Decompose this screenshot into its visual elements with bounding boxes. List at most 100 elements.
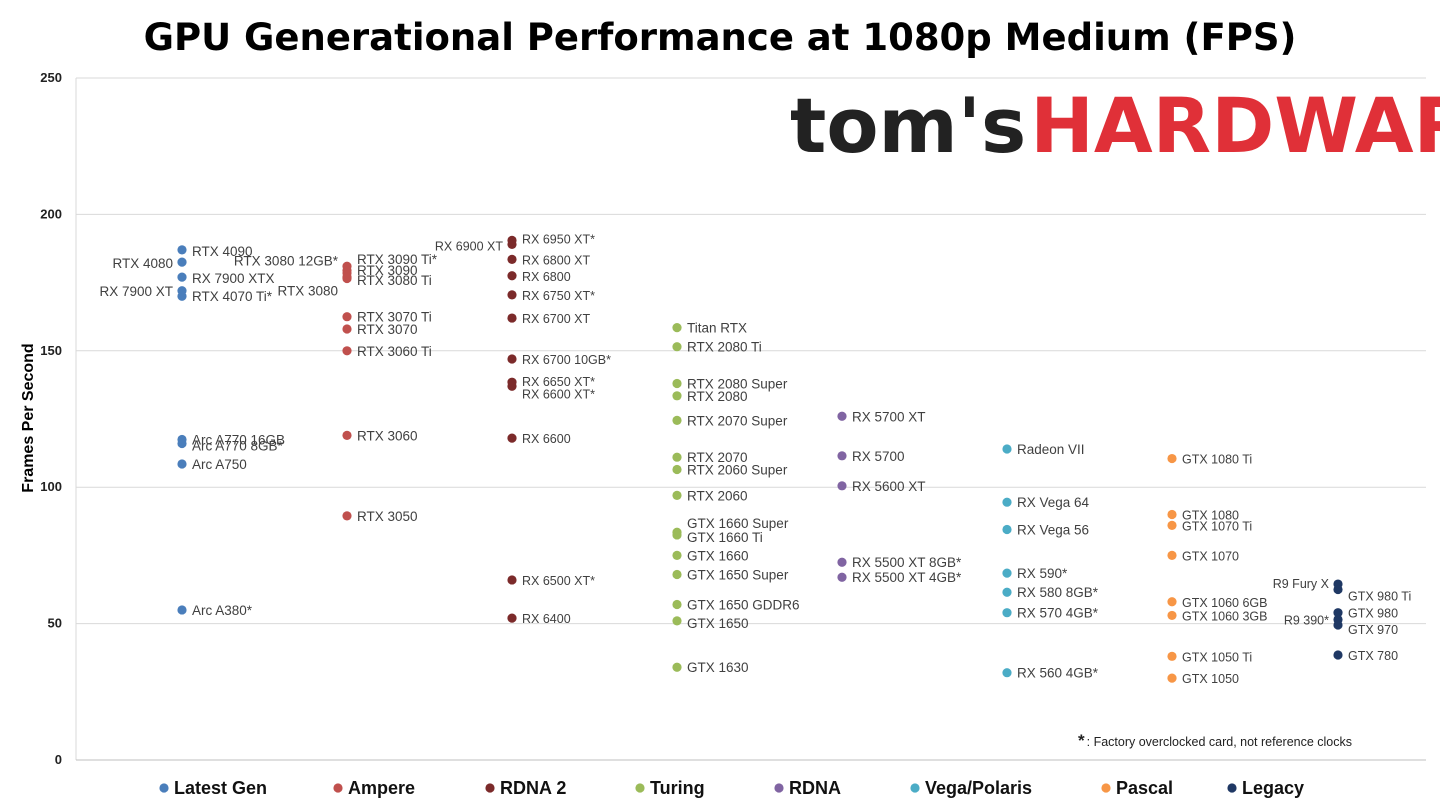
point-label: RX 6700 10GB* [522, 353, 611, 367]
point-label: GTX 1660 Super [687, 516, 789, 531]
point-marker [1167, 550, 1177, 561]
point-label: RTX 3060 [357, 428, 418, 443]
data-point: RTX 4090 [177, 244, 253, 259]
legend-marker [485, 783, 495, 793]
point-label: RTX 4090 [192, 244, 253, 259]
footnote-marker: * [1078, 731, 1085, 750]
point-label: RTX 3090 Ti* [357, 252, 438, 267]
point-marker [507, 313, 517, 323]
legend-item: Ampere [333, 778, 415, 798]
data-point: RTX 3080 [277, 273, 352, 299]
data-point: RX 5700 [837, 449, 905, 464]
data-point: Arc A770 8GB* [177, 438, 284, 454]
data-point: R9 Fury X [1273, 577, 1343, 591]
data-point: RX 5600 XT [837, 479, 926, 494]
point-label: RX 6700 XT [522, 312, 590, 326]
footnote: *: Factory overclocked card, not referen… [1078, 731, 1352, 750]
point-marker [342, 511, 352, 521]
y-tick-label: 250 [40, 70, 62, 85]
legend-item: Latest Gen [159, 778, 267, 798]
point-marker [1167, 651, 1177, 661]
data-point: GTX 1660 Ti [672, 530, 763, 545]
point-marker [672, 415, 682, 425]
point-marker [1002, 444, 1012, 454]
data-point: RTX 4070 Ti* [177, 289, 273, 304]
point-marker [1002, 587, 1012, 597]
data-point: RTX 2070 Super [672, 413, 788, 428]
point-marker [342, 324, 352, 334]
point-marker [837, 572, 847, 582]
point-marker [1002, 524, 1012, 535]
point-marker [672, 342, 682, 352]
data-point: RX Vega 56 [1002, 522, 1089, 537]
footnote-text: : Factory overclocked card, not referenc… [1087, 735, 1352, 749]
point-label: RX 6950 XT* [522, 232, 595, 246]
data-point: RTX 3070 [342, 322, 418, 337]
point-marker [1167, 509, 1177, 520]
point-label: RTX 2060 [687, 488, 748, 503]
point-label: GTX 1660 [687, 548, 749, 563]
point-marker [1167, 673, 1177, 683]
point-marker [342, 273, 352, 284]
data-point: RX 6700 XT [507, 312, 590, 326]
data-point: RX 7900 XT [99, 284, 187, 299]
point-label: GTX 980 [1348, 607, 1398, 621]
legend-label: Vega/Polaris [925, 778, 1032, 798]
point-marker [672, 378, 682, 389]
data-point: RTX 3080 Ti [342, 272, 432, 288]
y-axis-label: Frames Per Second [20, 343, 37, 492]
point-label: RTX 2080 [687, 389, 748, 404]
data-point: GTX 1070 [1167, 549, 1239, 563]
data-point: RX 6400 [507, 612, 571, 626]
point-label: RTX 4080 [112, 256, 173, 271]
y-tick-label: 50 [48, 616, 62, 631]
legend-item: Turing [635, 778, 705, 798]
legend-label: Latest Gen [174, 778, 267, 798]
y-tick-label: 0 [55, 752, 62, 767]
point-marker [837, 451, 847, 461]
point-marker [837, 481, 847, 491]
point-label: RX Vega 56 [1017, 522, 1089, 537]
legend-marker [333, 783, 343, 793]
point-marker [177, 257, 187, 267]
logo-part-hardware: HARDWARE [1030, 81, 1440, 170]
point-label: GTX 1050 [1182, 672, 1239, 686]
data-point: RX 6600 [507, 432, 571, 446]
data-point: RX 5500 XT 4GB* [837, 570, 962, 585]
point-marker [177, 245, 187, 255]
legend-item: RDNA 2 [485, 778, 566, 798]
data-point: RX 6900 XT [435, 239, 517, 253]
point-marker [672, 452, 682, 462]
point-label: Arc A770 8GB* [192, 439, 284, 454]
point-label: RX 580 8GB* [1017, 585, 1099, 600]
data-point: GTX 1050 Ti [1167, 650, 1252, 664]
data-point: GTX 1650 GDDR6 [672, 598, 800, 613]
point-marker [1167, 610, 1177, 621]
data-point: GTX 1650 [672, 616, 749, 631]
chart-title: GPU Generational Performance at 1080p Me… [144, 16, 1297, 59]
point-label: Radeon VII [1017, 442, 1085, 457]
point-label: RTX 3070 [357, 322, 418, 337]
point-label: RX 5700 XT [852, 409, 926, 424]
legend-marker [910, 783, 920, 793]
legend-label: Ampere [348, 778, 415, 798]
data-point: GTX 980 Ti [1333, 584, 1411, 604]
point-label: RX 560 4GB* [1017, 666, 1099, 681]
legend-item: Vega/Polaris [910, 778, 1032, 798]
point-label: GTX 1060 6GB [1182, 596, 1267, 610]
point-marker [177, 438, 187, 449]
legend-item: RDNA [774, 778, 841, 798]
point-marker [177, 459, 187, 469]
point-label: RX 6400 [522, 612, 571, 626]
point-marker [672, 662, 682, 672]
data-point: RX 6800 [507, 270, 571, 284]
point-marker [507, 381, 517, 391]
point-label: RTX 3070 Ti [357, 310, 432, 325]
data-point: RX 6800 XT [507, 253, 590, 267]
toms-hardware-logo: tom'sHARDWARE [790, 81, 1440, 170]
data-point: GTX 1060 3GB [1167, 609, 1267, 623]
legend-label: Turing [650, 778, 705, 798]
point-marker [507, 290, 517, 300]
data-point: RTX 3050 [342, 509, 418, 524]
data-point: RX 570 4GB* [1002, 606, 1099, 621]
